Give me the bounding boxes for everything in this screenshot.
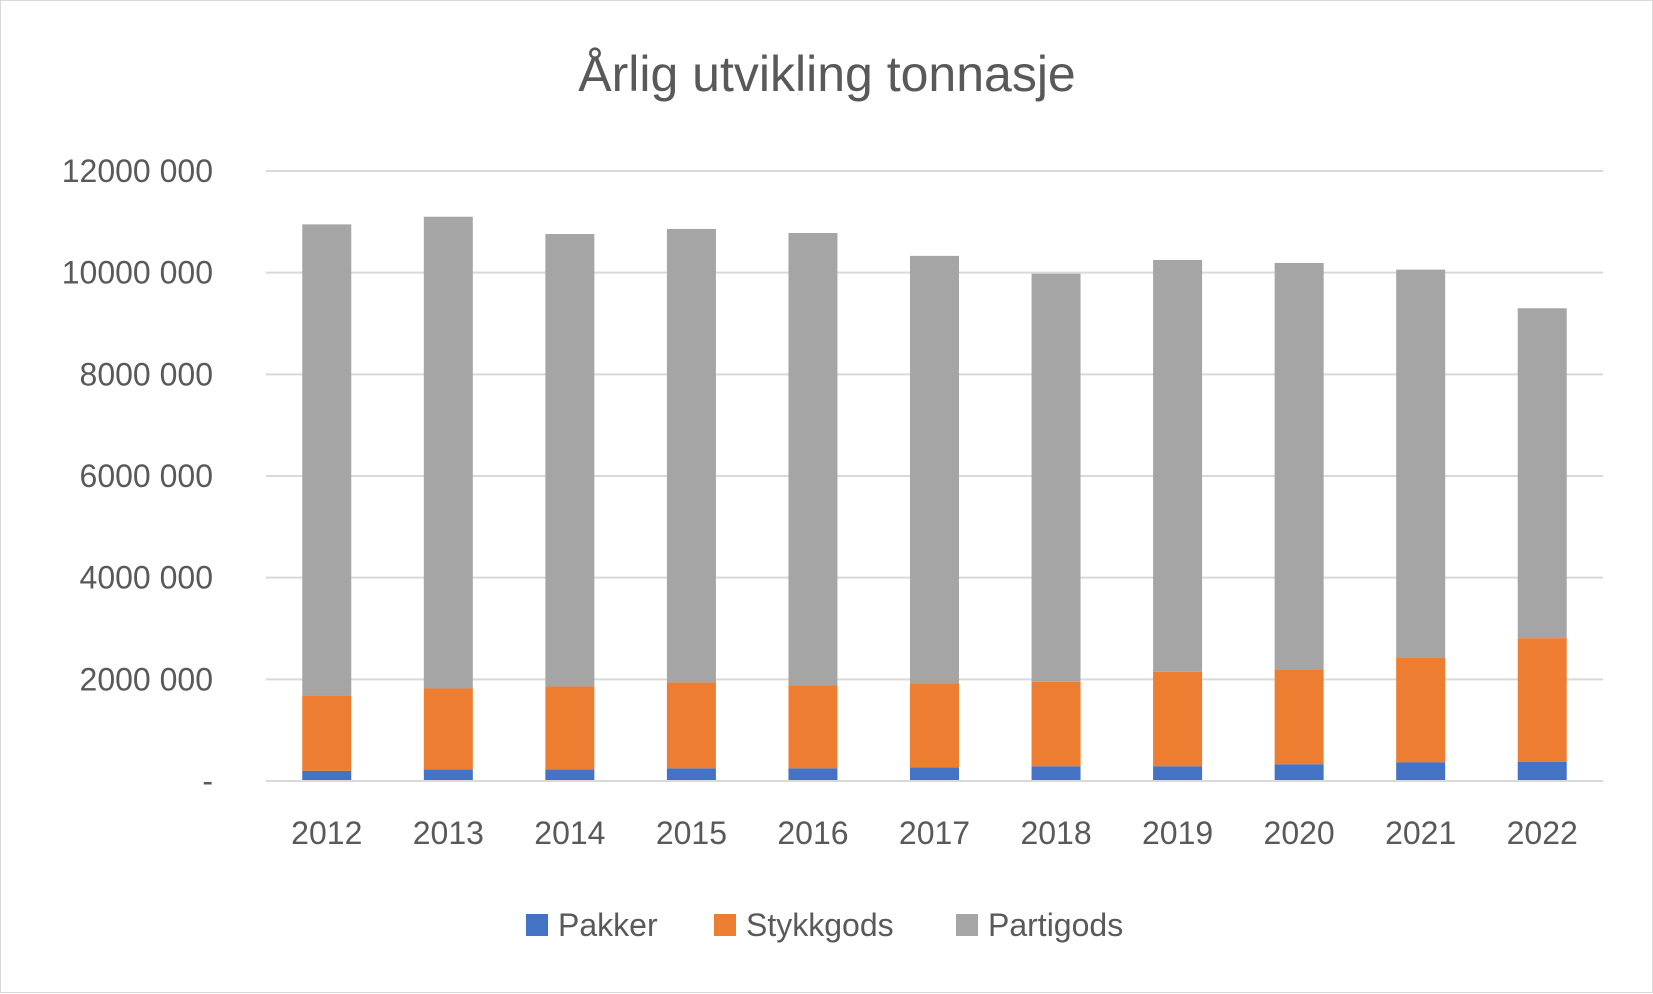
x-tick-label: 2015 <box>656 815 727 851</box>
x-tick-label: 2020 <box>1264 815 1335 851</box>
bar-pakker-2015 <box>666 768 716 781</box>
x-tick-label: 2014 <box>534 815 605 851</box>
bar-partigods-2015 <box>666 228 716 683</box>
bar-pakker-2022 <box>1517 761 1567 781</box>
bar-partigods-2012 <box>302 224 352 696</box>
bar-pakker-2020 <box>1274 764 1324 781</box>
bar-partigods-2017 <box>910 255 959 684</box>
bar-partigods-2018 <box>1031 273 1081 682</box>
bar-pakker-2021 <box>1396 762 1446 781</box>
legend-swatch-partigods <box>956 914 978 936</box>
x-tick-label: 2018 <box>1020 815 1091 851</box>
bar-pakker-2017 <box>910 767 959 781</box>
bar-partigods-2021 <box>1396 269 1446 658</box>
bar-partigods-2016 <box>788 233 838 686</box>
legend-label-partigods: Partigods <box>988 907 1123 943</box>
bar-pakker-2013 <box>423 769 473 781</box>
y-tick-label: 12000 000 <box>62 153 213 189</box>
x-tick-label: 2017 <box>899 815 970 851</box>
bar-stykkgods-2018 <box>1031 681 1081 767</box>
bar-partigods-2020 <box>1274 263 1324 670</box>
x-axis-tick-labels: 2012 2013 2014 2015 2016 2017 2018 2019 2020 2021… <box>291 815 1578 851</box>
bar-stykkgods-2016 <box>788 685 838 769</box>
y-tick-label: 6000 000 <box>80 458 213 494</box>
bar-partigods-2019 <box>1153 259 1203 672</box>
x-tick-label: 2019 <box>1142 815 1213 851</box>
x-tick-label: 2022 <box>1507 815 1578 851</box>
legend-swatch-stykkgods <box>714 914 736 936</box>
y-tick-label: - <box>202 763 213 799</box>
bar-stykkgods-2015 <box>666 682 716 769</box>
bar-stykkgods-2019 <box>1153 671 1203 767</box>
x-tick-label: 2021 <box>1385 815 1456 851</box>
bar-pakker-2018 <box>1031 766 1081 781</box>
bar-stykkgods-2014 <box>545 686 595 770</box>
legend-label-pakker: Pakker <box>558 907 658 943</box>
bar-pakker-2014 <box>545 769 595 781</box>
bar-stykkgods-2017 <box>910 683 959 768</box>
legend: Pakker Stykkgods Partigods <box>526 907 1123 943</box>
bar-partigods-2014 <box>545 234 595 687</box>
y-tick-label: 2000 000 <box>80 661 213 697</box>
bar-pakker-2012 <box>302 770 352 781</box>
x-tick-label: 2013 <box>413 815 484 851</box>
bar-stykkgods-2021 <box>1396 657 1446 763</box>
bar-stykkgods-2020 <box>1274 669 1324 765</box>
x-tick-label: 2016 <box>777 815 848 851</box>
bar-partigods-2013 <box>423 216 473 689</box>
chart-title: Årlig utvikling tonnasje <box>578 46 1076 102</box>
bar-pakker-2019 <box>1153 766 1203 781</box>
bars <box>302 216 1567 781</box>
bar-stykkgods-2022 <box>1517 638 1567 762</box>
bar-stykkgods-2013 <box>423 688 473 770</box>
bar-stykkgods-2012 <box>302 695 352 771</box>
y-tick-label: 8000 000 <box>80 356 213 392</box>
legend-swatch-pakker <box>526 914 548 936</box>
y-axis-tick-labels: - 2000 000 4000 000 6000 000 8000 000 10000 0… <box>62 153 213 799</box>
bar-pakker-2016 <box>788 768 838 781</box>
y-tick-label: 10000 000 <box>62 255 213 291</box>
legend-label-stykkgods: Stykkgods <box>746 907 894 943</box>
bar-partigods-2022 <box>1517 308 1567 639</box>
y-tick-label: 4000 000 <box>80 560 213 596</box>
x-tick-label: 2012 <box>291 815 362 851</box>
